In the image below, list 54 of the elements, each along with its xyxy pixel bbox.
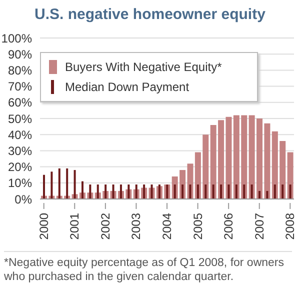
x-tick-label: 2001 bbox=[68, 212, 82, 240]
y-tick-label: 0% bbox=[14, 192, 32, 206]
bar bbox=[220, 184, 222, 199]
x-tick-label: 2000 bbox=[36, 212, 51, 240]
legend-label: Median Down Payment bbox=[65, 80, 190, 94]
bar bbox=[143, 184, 146, 199]
bar bbox=[289, 184, 292, 199]
bar bbox=[228, 184, 230, 199]
y-tick-label: 90% bbox=[8, 47, 32, 62]
bar bbox=[112, 184, 114, 199]
x-tick-label: 2008 bbox=[283, 212, 298, 240]
bar bbox=[74, 170, 76, 199]
bar bbox=[89, 184, 92, 199]
legend-label: Buyers With Negative Equity* bbox=[65, 60, 222, 74]
x-tick-label: 2006 bbox=[222, 212, 236, 240]
y-tick-label: 30% bbox=[8, 144, 32, 158]
y-tick-label: 100% bbox=[1, 31, 32, 46]
bar bbox=[150, 184, 153, 199]
bar bbox=[174, 184, 176, 199]
bar bbox=[274, 184, 276, 199]
bar bbox=[43, 174, 45, 199]
bar bbox=[266, 190, 268, 199]
x-tick-label: 2002 bbox=[98, 212, 112, 240]
bar bbox=[96, 184, 99, 199]
y-tick-label: 20% bbox=[8, 160, 32, 174]
y-tick-label: 70% bbox=[8, 80, 32, 94]
bar bbox=[258, 190, 261, 199]
y-tick-label: 50% bbox=[8, 112, 32, 126]
x-tick-label: 2005 bbox=[190, 212, 205, 240]
bar bbox=[58, 168, 60, 199]
bar bbox=[50, 172, 53, 199]
bar bbox=[196, 184, 199, 199]
bar bbox=[182, 184, 184, 199]
bar bbox=[212, 184, 214, 199]
bar bbox=[282, 184, 284, 199]
y-tick-label: 10% bbox=[8, 176, 32, 190]
bar bbox=[104, 184, 107, 199]
x-tick-label: 2007 bbox=[252, 212, 266, 240]
bar bbox=[189, 184, 192, 199]
bar bbox=[120, 184, 122, 199]
chart-title: U.S. negative homeowner equity bbox=[34, 6, 266, 25]
x-tick-label: 2004 bbox=[160, 212, 174, 240]
bar bbox=[135, 184, 138, 199]
bar bbox=[250, 184, 253, 199]
bar bbox=[66, 168, 68, 199]
x-tick-label: 2003 bbox=[129, 212, 144, 240]
bar bbox=[81, 181, 84, 199]
y-tick-label: 80% bbox=[8, 63, 32, 78]
bar bbox=[204, 184, 207, 199]
bar bbox=[243, 184, 246, 199]
text: *Negative equity percentage as of Q1 2008, for owners who purchased in the given calendar quarter. bbox=[4, 251, 292, 284]
y-tick-label: 60% bbox=[8, 96, 32, 110]
y-tick-label: 40% bbox=[8, 128, 32, 142]
bar bbox=[235, 184, 238, 199]
